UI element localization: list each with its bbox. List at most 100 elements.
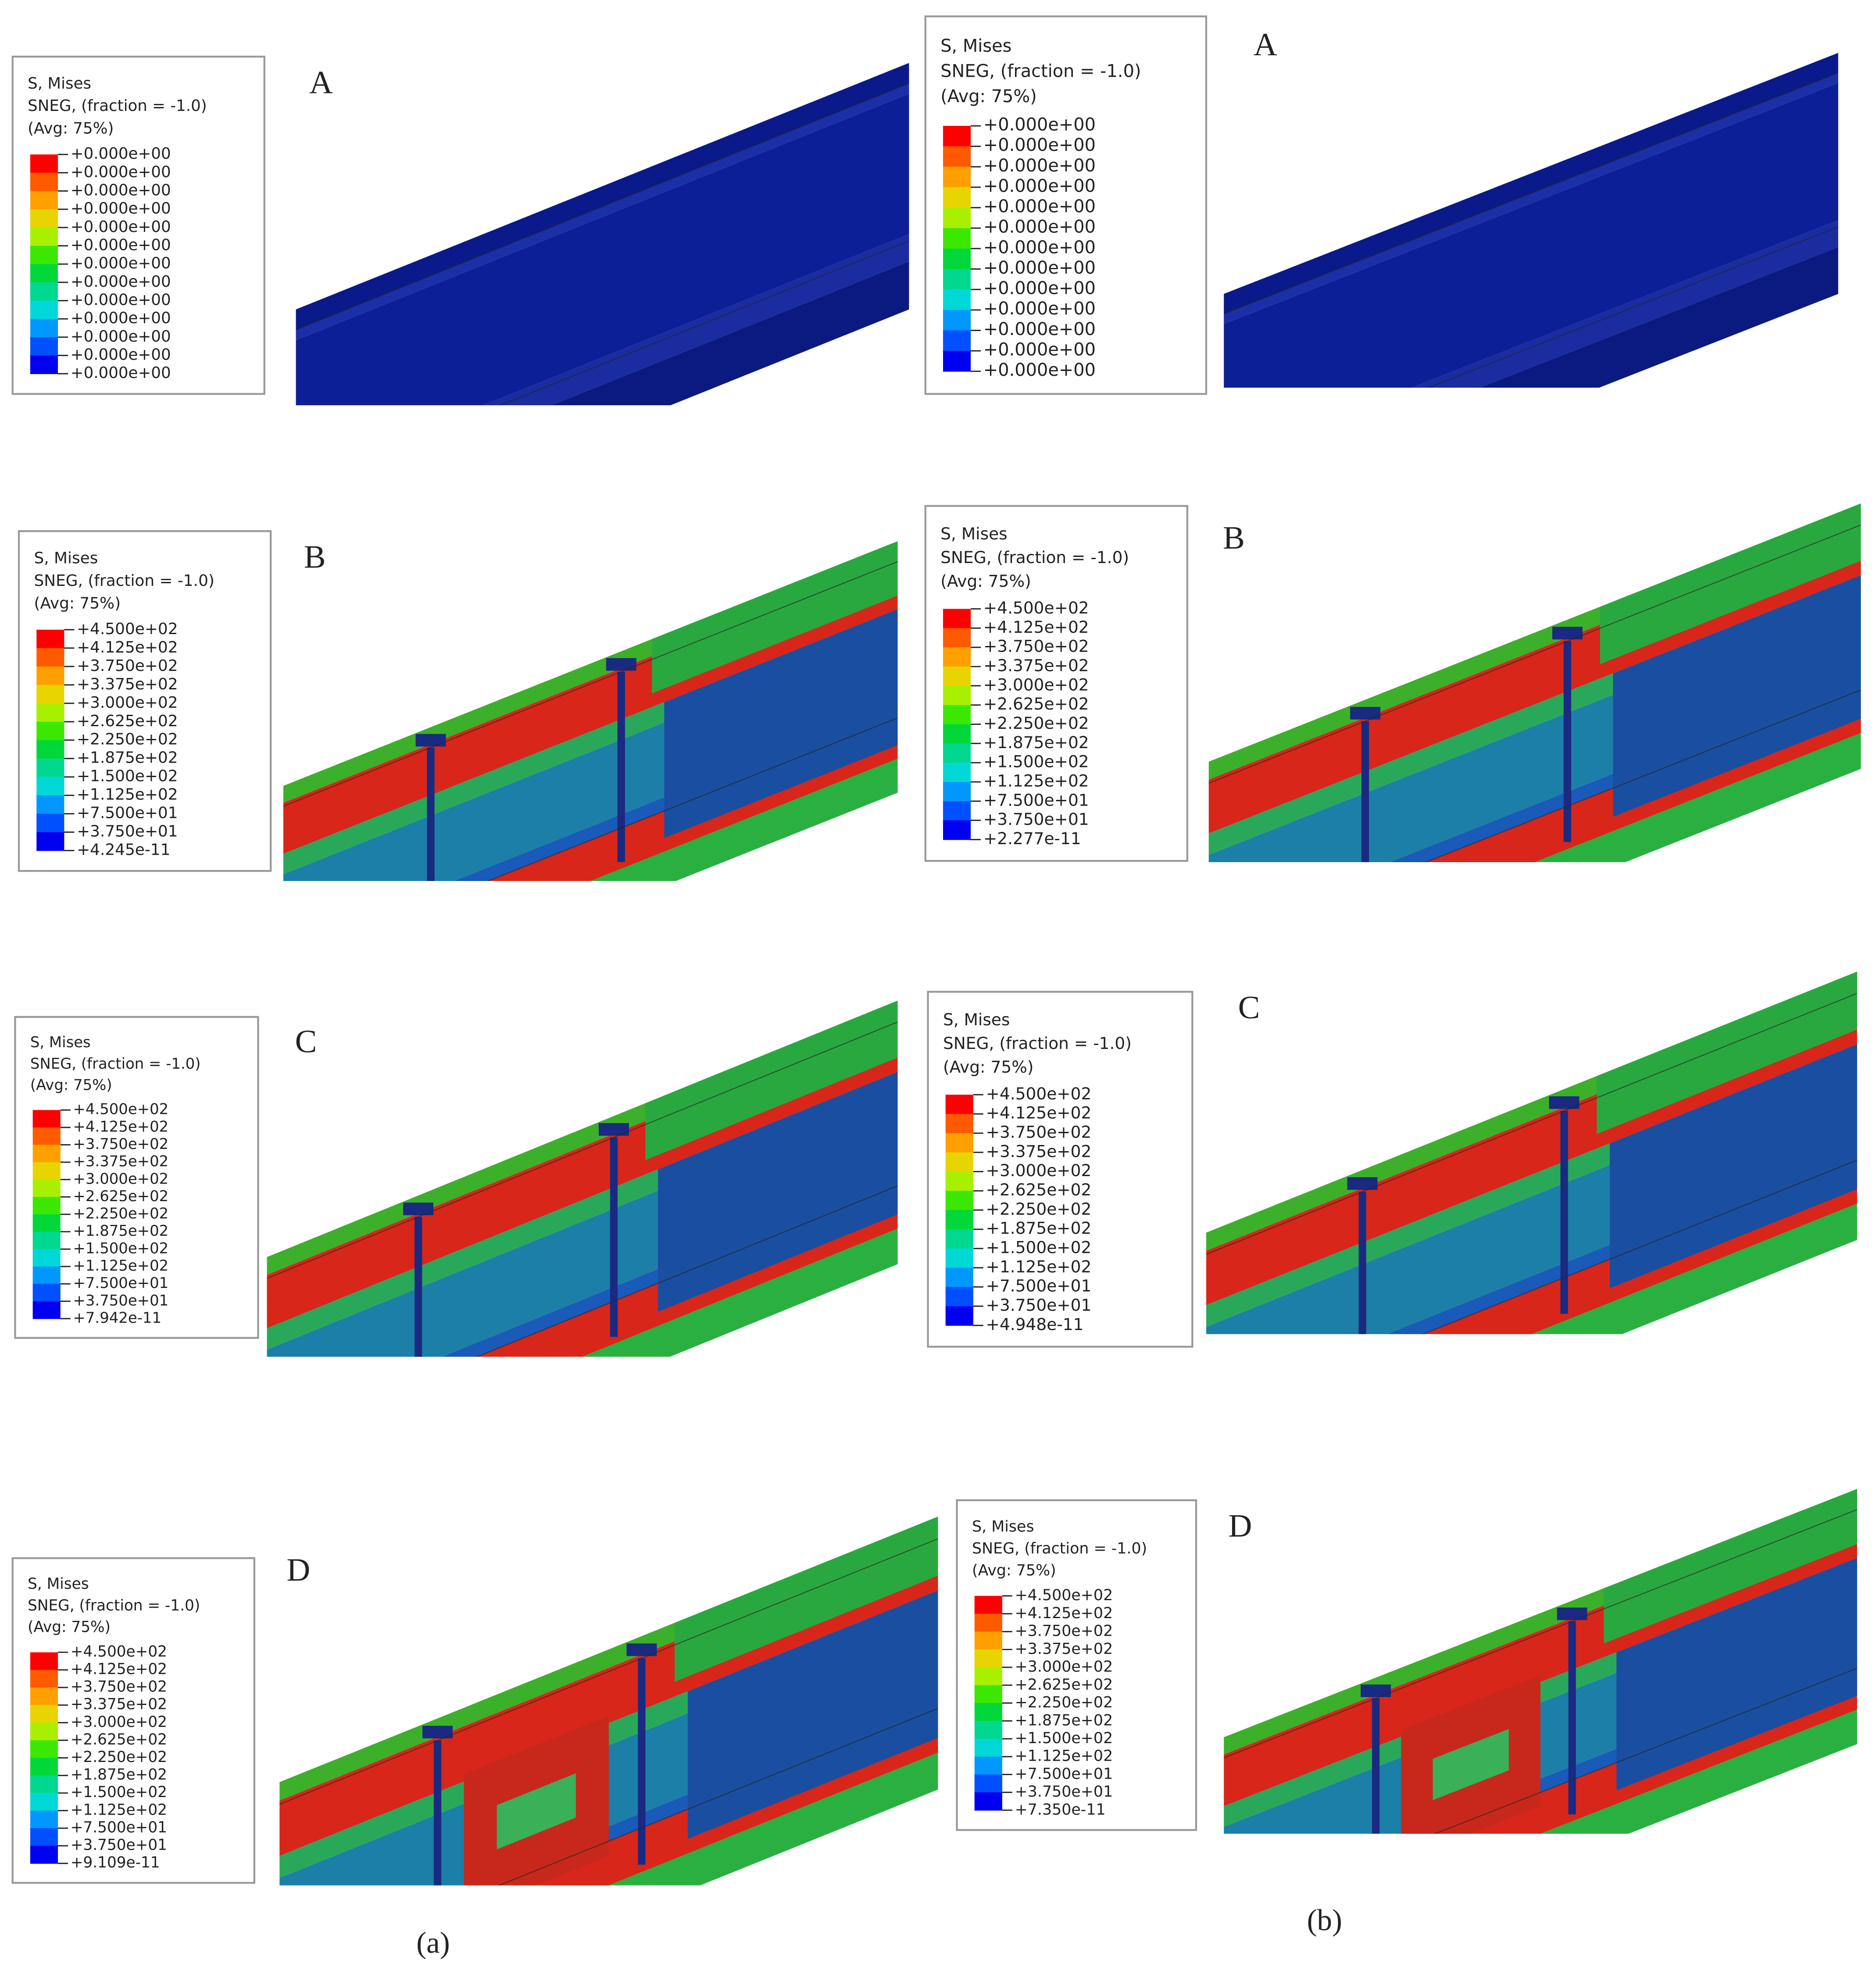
color-cell bbox=[945, 1210, 973, 1230]
legend-value: +3.750e+01 bbox=[1015, 1783, 1113, 1801]
color-cell bbox=[945, 1306, 973, 1326]
color-cell bbox=[36, 777, 64, 796]
color-cell bbox=[945, 1229, 973, 1249]
legend-value: +0.000e+00 bbox=[983, 258, 1096, 278]
legend-value: +1.875e+02 bbox=[71, 1766, 167, 1783]
legend-value: +3.000e+02 bbox=[77, 694, 178, 712]
stiffener-cap bbox=[415, 734, 446, 747]
beam-band bbox=[1600, 503, 1861, 664]
beam-band bbox=[1224, 53, 1838, 314]
color-cell bbox=[32, 1249, 61, 1267]
beam-band bbox=[296, 83, 909, 340]
legend-value: +1.500e+02 bbox=[77, 767, 178, 785]
legend-value: +2.250e+02 bbox=[71, 1748, 167, 1766]
legend-value: +3.750e+01 bbox=[986, 1295, 1092, 1315]
color-cell bbox=[30, 337, 58, 356]
legend-value: +4.500e+02 bbox=[986, 1084, 1092, 1103]
color-cell bbox=[943, 330, 971, 351]
edge-line bbox=[1422, 1159, 1857, 1334]
color-cell bbox=[974, 1721, 1002, 1739]
legend-value: +4.500e+02 bbox=[71, 1643, 167, 1660]
legend-value: +1.125e+02 bbox=[1015, 1748, 1113, 1765]
color-cell bbox=[943, 269, 971, 290]
color-cell bbox=[945, 1133, 973, 1153]
legend-value: +2.277e-11 bbox=[983, 829, 1081, 848]
beam-band bbox=[296, 63, 909, 330]
edge-line bbox=[499, 240, 909, 406]
color-cell bbox=[30, 154, 58, 173]
legend-value: +9.109e-11 bbox=[71, 1854, 160, 1872]
legend-title: S, Mises bbox=[30, 1034, 91, 1051]
legend-title: (Avg: 75%) bbox=[28, 119, 114, 137]
legend-value: +1.875e+02 bbox=[1015, 1712, 1113, 1729]
color-cell bbox=[943, 647, 971, 667]
color-cell bbox=[943, 705, 971, 725]
legend-value: +4.500e+02 bbox=[1015, 1587, 1113, 1604]
edge-line bbox=[1224, 72, 1838, 315]
legend-title: (Avg: 75%) bbox=[28, 1619, 111, 1636]
color-cell bbox=[974, 1613, 1002, 1632]
color-cell bbox=[943, 167, 971, 188]
color-cell bbox=[943, 248, 971, 270]
beam-band bbox=[1604, 1489, 1857, 1644]
color-cell bbox=[974, 1631, 1002, 1650]
color-cell bbox=[36, 832, 64, 851]
color-cell bbox=[30, 1828, 58, 1846]
color-cell bbox=[36, 813, 64, 833]
color-cell bbox=[30, 1758, 58, 1776]
beam-band bbox=[645, 1000, 898, 1160]
legend-value: +0.000e+00 bbox=[71, 273, 171, 291]
legend-value: +2.250e+02 bbox=[77, 731, 178, 749]
edge-line bbox=[486, 717, 898, 881]
legend-title: S, Mises bbox=[940, 524, 1007, 543]
legend-title: SNEG, (fraction = -1.0) bbox=[940, 61, 1141, 81]
color-cell bbox=[974, 1703, 1002, 1722]
color-cell bbox=[30, 264, 58, 283]
beam-band bbox=[1616, 1558, 1857, 1791]
legend-title: (Avg: 75%) bbox=[943, 1057, 1033, 1077]
legend-value: +1.500e+02 bbox=[1015, 1730, 1113, 1747]
color-cell bbox=[30, 1793, 58, 1811]
color-cell bbox=[32, 1110, 61, 1128]
legend-value: +0.000e+00 bbox=[71, 346, 171, 364]
panel-label: B bbox=[1223, 520, 1245, 556]
beam bbox=[1208, 503, 1861, 862]
beam bbox=[267, 1000, 898, 1357]
color-cell bbox=[32, 1179, 61, 1198]
color-cell bbox=[974, 1596, 1002, 1614]
legend-value: +4.245e-11 bbox=[77, 841, 170, 859]
beam-band bbox=[551, 261, 909, 406]
legend-value: +0.000e+00 bbox=[983, 196, 1096, 217]
legend-value: +1.500e+02 bbox=[986, 1238, 1092, 1257]
beam-band bbox=[497, 1773, 576, 1850]
legend-title: SNEG, (fraction = -1.0) bbox=[943, 1034, 1132, 1053]
legend-value: +7.500e+01 bbox=[71, 1819, 167, 1836]
legend-value: +2.250e+02 bbox=[983, 713, 1089, 733]
legend-value: +0.000e+00 bbox=[71, 254, 171, 272]
color-cell bbox=[36, 758, 64, 778]
panel-label: B bbox=[304, 539, 326, 575]
color-cell bbox=[945, 1267, 973, 1288]
legend-value: +2.250e+02 bbox=[1015, 1694, 1113, 1712]
color-cell bbox=[32, 1127, 61, 1145]
legend-value: +7.942e-11 bbox=[73, 1309, 161, 1326]
stiffener-cap bbox=[1557, 1607, 1587, 1620]
legend-value: +3.750e+01 bbox=[77, 823, 178, 841]
color-cell bbox=[943, 609, 971, 629]
color-cell bbox=[30, 1652, 58, 1670]
legend-value: +0.000e+00 bbox=[71, 364, 171, 382]
legend-value: +3.000e+02 bbox=[73, 1170, 168, 1187]
legend-value: +3.375e+02 bbox=[986, 1141, 1092, 1161]
beam-band bbox=[296, 93, 909, 406]
legend-title: (Avg: 75%) bbox=[30, 1077, 112, 1094]
legend-title: S, Mises bbox=[940, 36, 1011, 56]
color-cell bbox=[30, 1723, 58, 1741]
color-cell bbox=[943, 126, 971, 147]
legend-value: +3.375e+02 bbox=[983, 656, 1089, 675]
legend-value: +1.875e+02 bbox=[986, 1219, 1092, 1238]
color-cell bbox=[943, 146, 971, 168]
color-cell bbox=[30, 1775, 58, 1794]
panel-label: A bbox=[309, 64, 333, 100]
beam bbox=[1206, 971, 1857, 1334]
panel-label: D bbox=[286, 1552, 310, 1588]
